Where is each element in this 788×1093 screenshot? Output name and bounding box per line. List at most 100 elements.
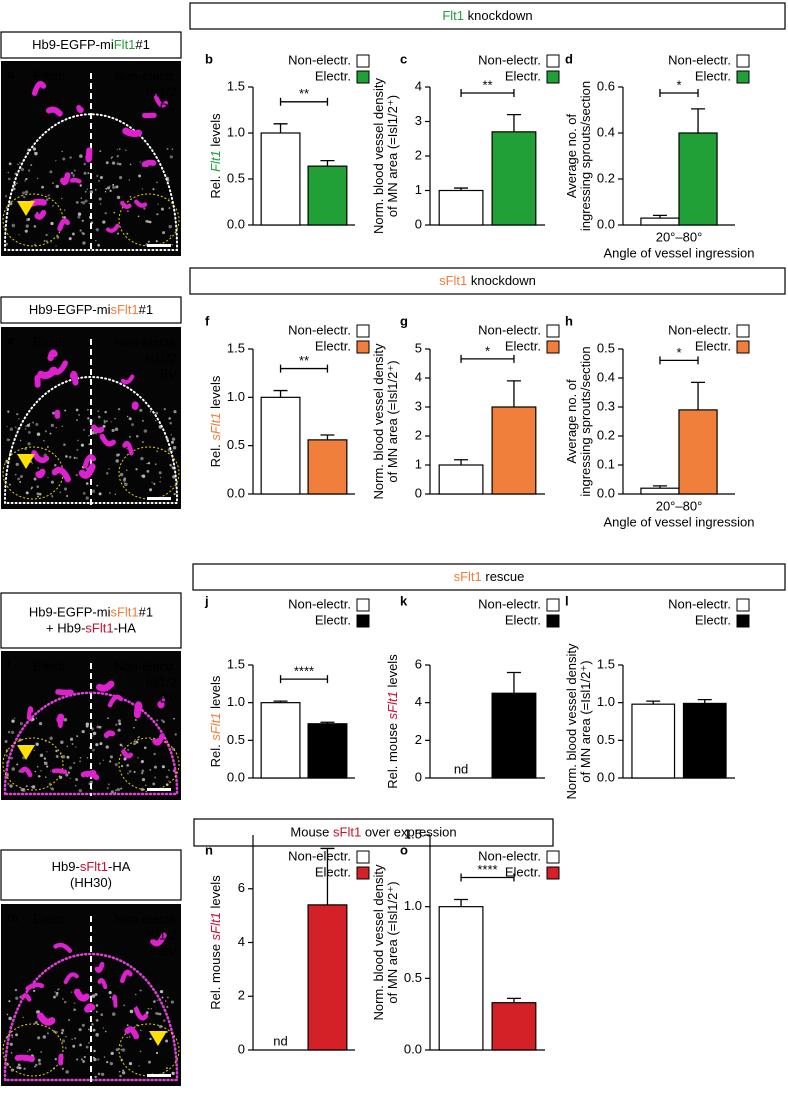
cell-speckle (37, 492, 40, 495)
cell-speckle (65, 1047, 67, 1049)
cell-speckle (95, 189, 96, 190)
cell-speckle (8, 1000, 10, 1002)
rich-text: Hb9-sFlt1-HA (52, 859, 131, 874)
cell-speckle (76, 735, 78, 737)
blood-vessel (60, 717, 61, 720)
cell-speckle (171, 434, 172, 435)
y-tick-label: 1.5 (227, 656, 245, 671)
y-tick-label: 0.5 (227, 732, 245, 747)
rich-text: ingressing sprouts/section (578, 81, 593, 231)
cell-speckle (11, 1034, 13, 1036)
cell-speckle (141, 760, 144, 763)
cell-speckle (155, 463, 157, 465)
text-segment: ingressing sprouts/section (578, 346, 593, 496)
significance-label: * (676, 77, 681, 92)
cell-speckle (56, 755, 59, 758)
cell-speckle (108, 468, 109, 469)
cell-speckle (47, 1032, 49, 1034)
x-axis-label: Angle of vessel ingression (603, 514, 754, 529)
text-segment: sFlt1 (208, 412, 223, 440)
cell-speckle (35, 771, 36, 772)
blood-vessel (73, 374, 76, 383)
cell-speckle (76, 457, 78, 459)
cell-speckle (102, 220, 105, 223)
cell-speckle (119, 1075, 121, 1077)
cell-speckle (31, 488, 32, 489)
cell-speckle (93, 1057, 95, 1059)
text-segment: levels (208, 875, 223, 912)
cell-speckle (103, 1027, 104, 1028)
significance-label: **** (294, 664, 314, 679)
text-segment: sFlt1 (85, 621, 113, 636)
cell-speckle (117, 453, 120, 456)
cell-speckle (93, 732, 97, 736)
cell-speckle (122, 1048, 126, 1052)
text-segment: of MN area (=Isl1/2⁺) (385, 360, 400, 482)
bar (641, 218, 679, 225)
cell-speckle (76, 1059, 78, 1061)
blood-vessel (37, 213, 43, 217)
cell-speckle (168, 780, 170, 782)
y-tick-label: 0.1 (597, 456, 615, 471)
cell-speckle (130, 1010, 134, 1014)
cell-speckle (44, 757, 46, 759)
cell-speckle (38, 775, 40, 777)
text-segment: sFlt1 (439, 273, 467, 288)
y-tick-label: 0 (238, 1041, 245, 1056)
cell-speckle (154, 766, 157, 769)
legend-swatch (547, 71, 559, 83)
cell-speckle (84, 1056, 86, 1058)
cell-speckle (28, 442, 31, 445)
cell-speckle (140, 1050, 142, 1052)
legend-label: Electr. (315, 864, 351, 879)
blood-vessel (94, 427, 102, 430)
panel-letter: d (565, 51, 573, 66)
text-segment: Hb9-EGFP-mi (32, 37, 114, 52)
cell-speckle (129, 770, 132, 773)
cell-speckle (64, 210, 65, 211)
legend-swatch (547, 867, 559, 879)
rich-text: of MN area (=Isl1/2⁺) (578, 660, 593, 782)
cell-speckle (104, 411, 106, 413)
cell-speckle (156, 450, 158, 452)
cell-speckle (118, 719, 121, 722)
significance-label: ** (482, 77, 492, 92)
cell-speckle (162, 765, 165, 768)
cell-speckle (70, 778, 71, 779)
cell-speckle (133, 727, 135, 729)
cell-speckle (148, 462, 150, 464)
cell-speckle (109, 760, 111, 762)
cell-speckle (93, 1050, 95, 1052)
cell-speckle (64, 488, 67, 491)
cell-speckle (105, 1031, 107, 1033)
rich-text: Hb9-EGFP-miFlt1#1 (32, 37, 150, 52)
legend-label: Electr. (695, 68, 731, 83)
cell-speckle (86, 496, 89, 499)
cell-speckle (74, 169, 76, 171)
cell-speckle (141, 772, 143, 774)
cell-speckle (75, 746, 77, 748)
text-segment: sFlt1 (208, 712, 223, 740)
cell-speckle (22, 191, 25, 194)
cell-speckle (55, 245, 56, 246)
error-bar (507, 673, 521, 694)
cell-speckle (160, 477, 162, 479)
cell-speckle (26, 224, 29, 227)
image-text: BV (160, 100, 178, 115)
cell-speckle (72, 743, 74, 745)
cell-speckle (49, 170, 52, 173)
y-tick-label: 2 (415, 427, 422, 442)
y-tick-label: 1.5 (404, 826, 422, 841)
panel-letter: h (565, 313, 573, 328)
panel-letter: j (204, 593, 209, 608)
cell-speckle (96, 175, 98, 177)
cell-speckle (109, 190, 111, 192)
cell-speckle (29, 423, 30, 424)
image-text: Electr. (33, 334, 69, 349)
cell-speckle (19, 162, 21, 164)
panel-letter: k (400, 593, 408, 608)
cell-speckle (95, 1076, 97, 1078)
cell-speckle (135, 741, 138, 744)
legend-label: Non-electr. (288, 596, 351, 611)
cell-speckle (6, 755, 8, 757)
